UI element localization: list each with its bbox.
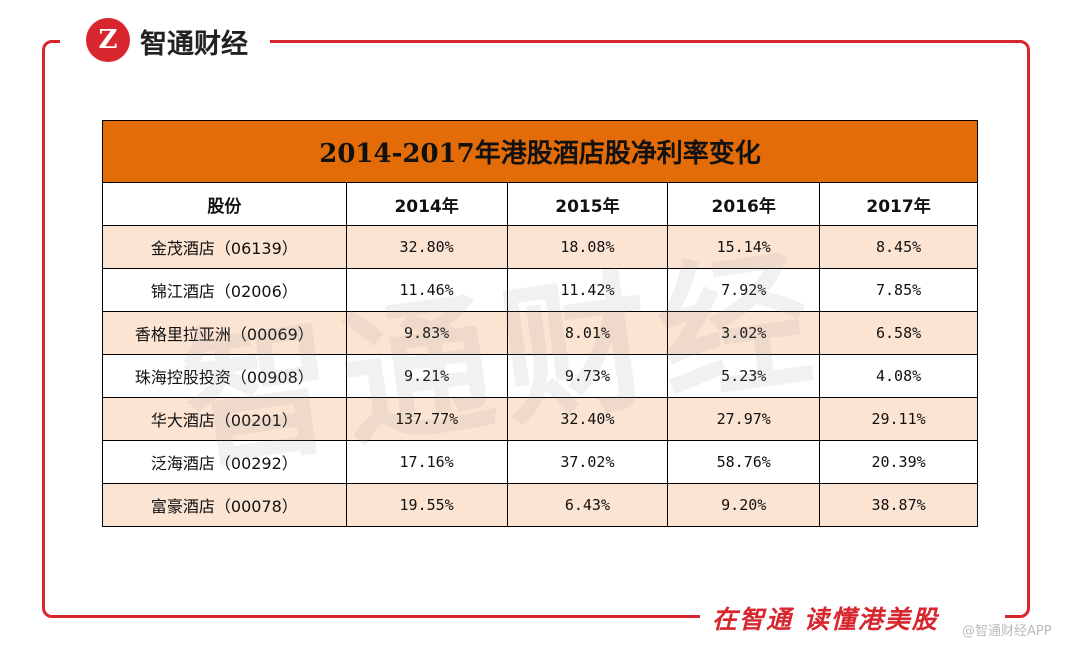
header-row: 股份 2014年 2015年 2016年 2017年 <box>102 182 978 226</box>
table-row: 金茂酒店（06139） 32.80% 18.08% 15.14% 8.45% <box>102 225 978 269</box>
cell-value: 15.14% <box>667 225 821 269</box>
cell-value: 6.58% <box>819 311 978 355</box>
column-header: 2014年 <box>345 182 508 226</box>
credit: @智通财经APP <box>962 624 1052 639</box>
cell-value: 27.97% <box>667 397 821 441</box>
slogan: 在智通 读懂港美股 <box>712 605 939 634</box>
table-row: 华大酒店（00201） 137.77% 32.40% 27.97% 29.11% <box>102 397 978 441</box>
cell-value: 4.08% <box>819 354 978 398</box>
column-header: 股份 <box>102 182 347 226</box>
cell-value: 7.85% <box>819 268 978 312</box>
cell-value: 19.55% <box>345 483 508 527</box>
cell-name: 金茂酒店（06139） <box>102 225 347 269</box>
column-header: 2015年 <box>506 182 669 226</box>
cell-value: 32.40% <box>506 397 669 441</box>
cell-value: 5.23% <box>667 354 821 398</box>
table-row: 锦江酒店（02006） 11.46% 11.42% 7.92% 7.85% <box>102 268 978 312</box>
cell-value: 38.87% <box>819 483 978 527</box>
cell-name: 锦江酒店（02006） <box>102 268 347 312</box>
cell-value: 6.43% <box>506 483 669 527</box>
cell-value: 29.11% <box>819 397 978 441</box>
table-row: 珠海控股投资（00908） 9.21% 9.73% 5.23% 4.08% <box>102 354 978 398</box>
logo: Z <box>86 18 130 62</box>
cell-value: 9.20% <box>667 483 821 527</box>
column-header: 2017年 <box>819 182 978 226</box>
frame-gap <box>60 36 270 46</box>
cell-value: 11.46% <box>345 268 508 312</box>
cell-value: 11.42% <box>506 268 669 312</box>
cell-name: 珠海控股投资（00908） <box>102 354 347 398</box>
cell-value: 9.83% <box>345 311 508 355</box>
table-title: 2014-2017年港股酒店股净利率变化 <box>102 120 978 183</box>
cell-value: 7.92% <box>667 268 821 312</box>
cell-value: 32.80% <box>345 225 508 269</box>
cell-value: 8.01% <box>506 311 669 355</box>
cell-value: 17.16% <box>345 440 508 484</box>
cell-name: 富豪酒店（00078） <box>102 483 347 527</box>
cell-value: 37.02% <box>506 440 669 484</box>
table-row: 香格里拉亚洲（00069） 9.83% 8.01% 3.02% 6.58% <box>102 311 978 355</box>
cell-value: 8.45% <box>819 225 978 269</box>
frame-gap <box>700 612 1005 624</box>
cell-value: 137.77% <box>345 397 508 441</box>
cell-value: 9.21% <box>345 354 508 398</box>
table-row: 富豪酒店（00078） 19.55% 6.43% 9.20% 38.87% <box>102 483 978 527</box>
cell-value: 9.73% <box>506 354 669 398</box>
brand: 智通财经 <box>140 29 248 60</box>
table: 2014-2017年港股酒店股净利率变化 股份 2014年 2015年 2016年 20… <box>102 120 978 527</box>
cell-value: 3.02% <box>667 311 821 355</box>
table-row: 泛海酒店（00292） 17.16% 37.02% 58.76% 20.39% <box>102 440 978 484</box>
cell-value: 20.39% <box>819 440 978 484</box>
cell-name: 香格里拉亚洲（00069） <box>102 311 347 355</box>
frame <box>42 40 1030 618</box>
cell-name: 华大酒店（00201） <box>102 397 347 441</box>
cell-name: 泛海酒店（00292） <box>102 440 347 484</box>
cell-value: 58.76% <box>667 440 821 484</box>
column-header: 2016年 <box>667 182 821 226</box>
cell-value: 18.08% <box>506 225 669 269</box>
